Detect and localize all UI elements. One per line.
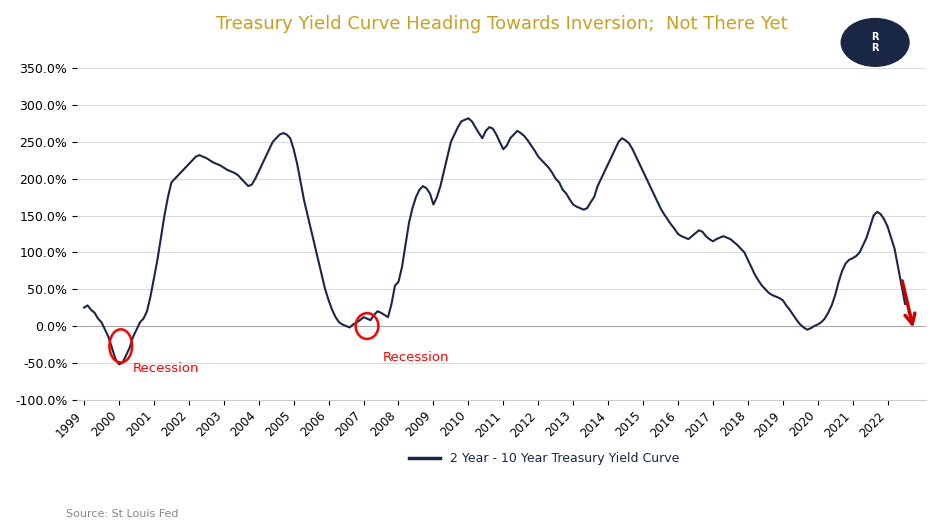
Legend: 2 Year - 10 Year Treasury Yield Curve: 2 Year - 10 Year Treasury Yield Curve (404, 447, 684, 471)
Title: Treasury Yield Curve Heading Towards Inversion;  Not There Yet: Treasury Yield Curve Heading Towards Inv… (215, 15, 788, 33)
Circle shape (841, 19, 909, 66)
Text: Recession: Recession (383, 351, 449, 364)
Text: Recession: Recession (133, 361, 199, 375)
Text: Source: St Louis Fed: Source: St Louis Fed (66, 509, 179, 519)
Text: R
R: R R (871, 32, 879, 53)
